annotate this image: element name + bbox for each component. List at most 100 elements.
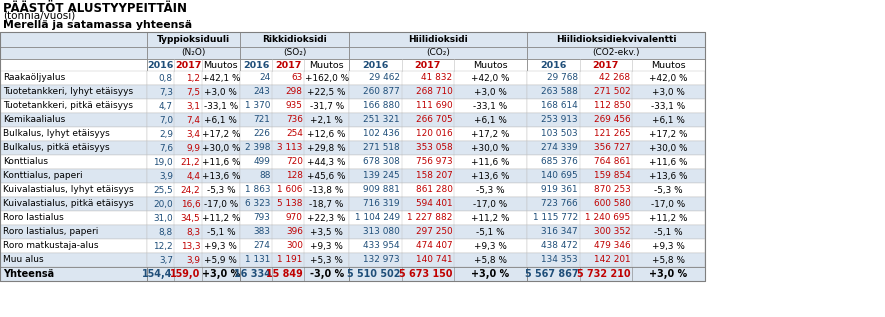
Bar bbox=[527, 155, 705, 169]
Text: Roro matkustaja-alus: Roro matkustaja-alus bbox=[3, 242, 98, 250]
Bar bbox=[0, 32, 705, 281]
Bar bbox=[240, 127, 349, 141]
Text: +9,3 %: +9,3 % bbox=[474, 242, 507, 250]
Text: 3 113: 3 113 bbox=[277, 144, 303, 152]
Text: 678 308: 678 308 bbox=[363, 158, 400, 166]
Text: 3,9: 3,9 bbox=[187, 256, 200, 264]
Bar bbox=[147, 141, 240, 155]
Text: 0,8: 0,8 bbox=[158, 74, 173, 82]
Text: 1 227 882: 1 227 882 bbox=[407, 214, 452, 223]
Text: +6,1 %: +6,1 % bbox=[652, 115, 685, 125]
Text: 121 265: 121 265 bbox=[594, 130, 630, 139]
Text: +3,5 %: +3,5 % bbox=[311, 228, 343, 236]
Text: +42,1 %: +42,1 % bbox=[202, 74, 240, 82]
Text: 3,1: 3,1 bbox=[187, 101, 200, 111]
Text: 474 407: 474 407 bbox=[416, 242, 452, 250]
Bar bbox=[240, 267, 349, 281]
Text: 298: 298 bbox=[286, 87, 303, 96]
Bar bbox=[349, 113, 527, 127]
Text: +13,6 %: +13,6 % bbox=[650, 171, 688, 180]
Bar bbox=[240, 47, 349, 59]
Text: 263 588: 263 588 bbox=[541, 87, 578, 96]
Text: +5,8 %: +5,8 % bbox=[474, 256, 507, 264]
Text: 8,3: 8,3 bbox=[186, 228, 200, 236]
Text: +9,3 %: +9,3 % bbox=[311, 242, 343, 250]
Text: 112 850: 112 850 bbox=[594, 101, 630, 111]
Text: +29,8 %: +29,8 % bbox=[307, 144, 346, 152]
Text: -18,7 %: -18,7 % bbox=[310, 199, 344, 209]
Bar bbox=[527, 253, 705, 267]
Text: -31,7 %: -31,7 % bbox=[310, 101, 343, 111]
Text: 253 913: 253 913 bbox=[542, 115, 578, 125]
Text: Tuotetankkeri, lyhyt etäisyys: Tuotetankkeri, lyhyt etäisyys bbox=[3, 87, 133, 96]
Text: Yhteensä: Yhteensä bbox=[3, 269, 54, 279]
Text: -5,3 %: -5,3 % bbox=[476, 185, 504, 195]
Text: 1 370: 1 370 bbox=[245, 101, 271, 111]
Bar bbox=[0, 99, 147, 113]
Text: Roro lastialus: Roro lastialus bbox=[3, 214, 64, 223]
Text: 29 462: 29 462 bbox=[369, 74, 400, 82]
Bar bbox=[240, 239, 349, 253]
Text: 29 768: 29 768 bbox=[547, 74, 578, 82]
Text: (tonnia/vuosi): (tonnia/vuosi) bbox=[3, 11, 75, 21]
Bar bbox=[147, 32, 240, 47]
Text: 2016: 2016 bbox=[242, 61, 269, 69]
Text: 7,6: 7,6 bbox=[159, 144, 173, 152]
Text: 909 881: 909 881 bbox=[363, 185, 400, 195]
Bar bbox=[0, 155, 147, 169]
Text: -33,1 %: -33,1 % bbox=[204, 101, 238, 111]
Text: 919 361: 919 361 bbox=[542, 185, 578, 195]
Text: 7,0: 7,0 bbox=[159, 115, 173, 125]
Bar bbox=[240, 225, 349, 239]
Text: +3,0 %: +3,0 % bbox=[474, 87, 507, 96]
Text: 1 131: 1 131 bbox=[245, 256, 271, 264]
Bar bbox=[0, 267, 147, 281]
Text: 16 334: 16 334 bbox=[234, 269, 271, 279]
Bar bbox=[527, 225, 705, 239]
Text: 300: 300 bbox=[286, 242, 303, 250]
Text: 13,3: 13,3 bbox=[181, 242, 200, 250]
Text: +17,2 %: +17,2 % bbox=[202, 130, 240, 139]
Bar bbox=[147, 155, 240, 169]
Text: -17,0 %: -17,0 % bbox=[204, 199, 238, 209]
Text: 274: 274 bbox=[254, 242, 271, 250]
Text: 2016: 2016 bbox=[362, 61, 389, 69]
Text: +9,3 %: +9,3 % bbox=[652, 242, 685, 250]
Bar bbox=[147, 59, 240, 71]
Bar bbox=[240, 169, 349, 183]
Text: +11,6 %: +11,6 % bbox=[650, 158, 688, 166]
Text: 268 710: 268 710 bbox=[416, 87, 452, 96]
Bar bbox=[349, 85, 527, 99]
Bar bbox=[349, 197, 527, 211]
Text: PÄÄSTÖT ALUSTYYPEITTÄIN: PÄÄSTÖT ALUSTYYPEITTÄIN bbox=[3, 2, 187, 15]
Bar bbox=[349, 239, 527, 253]
Text: +30,0 %: +30,0 % bbox=[202, 144, 240, 152]
Text: -33,1 %: -33,1 % bbox=[473, 101, 508, 111]
Bar bbox=[147, 239, 240, 253]
Bar bbox=[527, 239, 705, 253]
Bar bbox=[527, 59, 705, 71]
Text: Merellä ja satamassa yhteensä: Merellä ja satamassa yhteensä bbox=[3, 20, 192, 30]
Text: +17,2 %: +17,2 % bbox=[650, 130, 688, 139]
Text: +3,0 %: +3,0 % bbox=[202, 269, 240, 279]
Text: 2017: 2017 bbox=[593, 61, 619, 69]
Bar bbox=[147, 197, 240, 211]
Text: +30,0 %: +30,0 % bbox=[650, 144, 688, 152]
Text: Muutos: Muutos bbox=[204, 61, 238, 69]
Text: Bulkalus, lyhyt etäisyys: Bulkalus, lyhyt etäisyys bbox=[3, 130, 110, 139]
Text: 438 472: 438 472 bbox=[542, 242, 578, 250]
Text: 102 436: 102 436 bbox=[364, 130, 400, 139]
Text: +12,6 %: +12,6 % bbox=[307, 130, 346, 139]
Text: +45,6 %: +45,6 % bbox=[307, 171, 346, 180]
Text: 2017: 2017 bbox=[275, 61, 302, 69]
Bar bbox=[147, 99, 240, 113]
Bar bbox=[349, 211, 527, 225]
Text: 25,5: 25,5 bbox=[153, 185, 173, 195]
Text: Hiilidioksidi: Hiilidioksidi bbox=[408, 35, 468, 44]
Text: Kuivalastialus, pitkä etäisyys: Kuivalastialus, pitkä etäisyys bbox=[3, 199, 134, 209]
Text: Typpioksiduuli: Typpioksiduuli bbox=[157, 35, 230, 44]
Bar bbox=[0, 197, 147, 211]
Bar bbox=[147, 211, 240, 225]
Text: 4,4: 4,4 bbox=[187, 171, 200, 180]
Bar bbox=[0, 239, 147, 253]
